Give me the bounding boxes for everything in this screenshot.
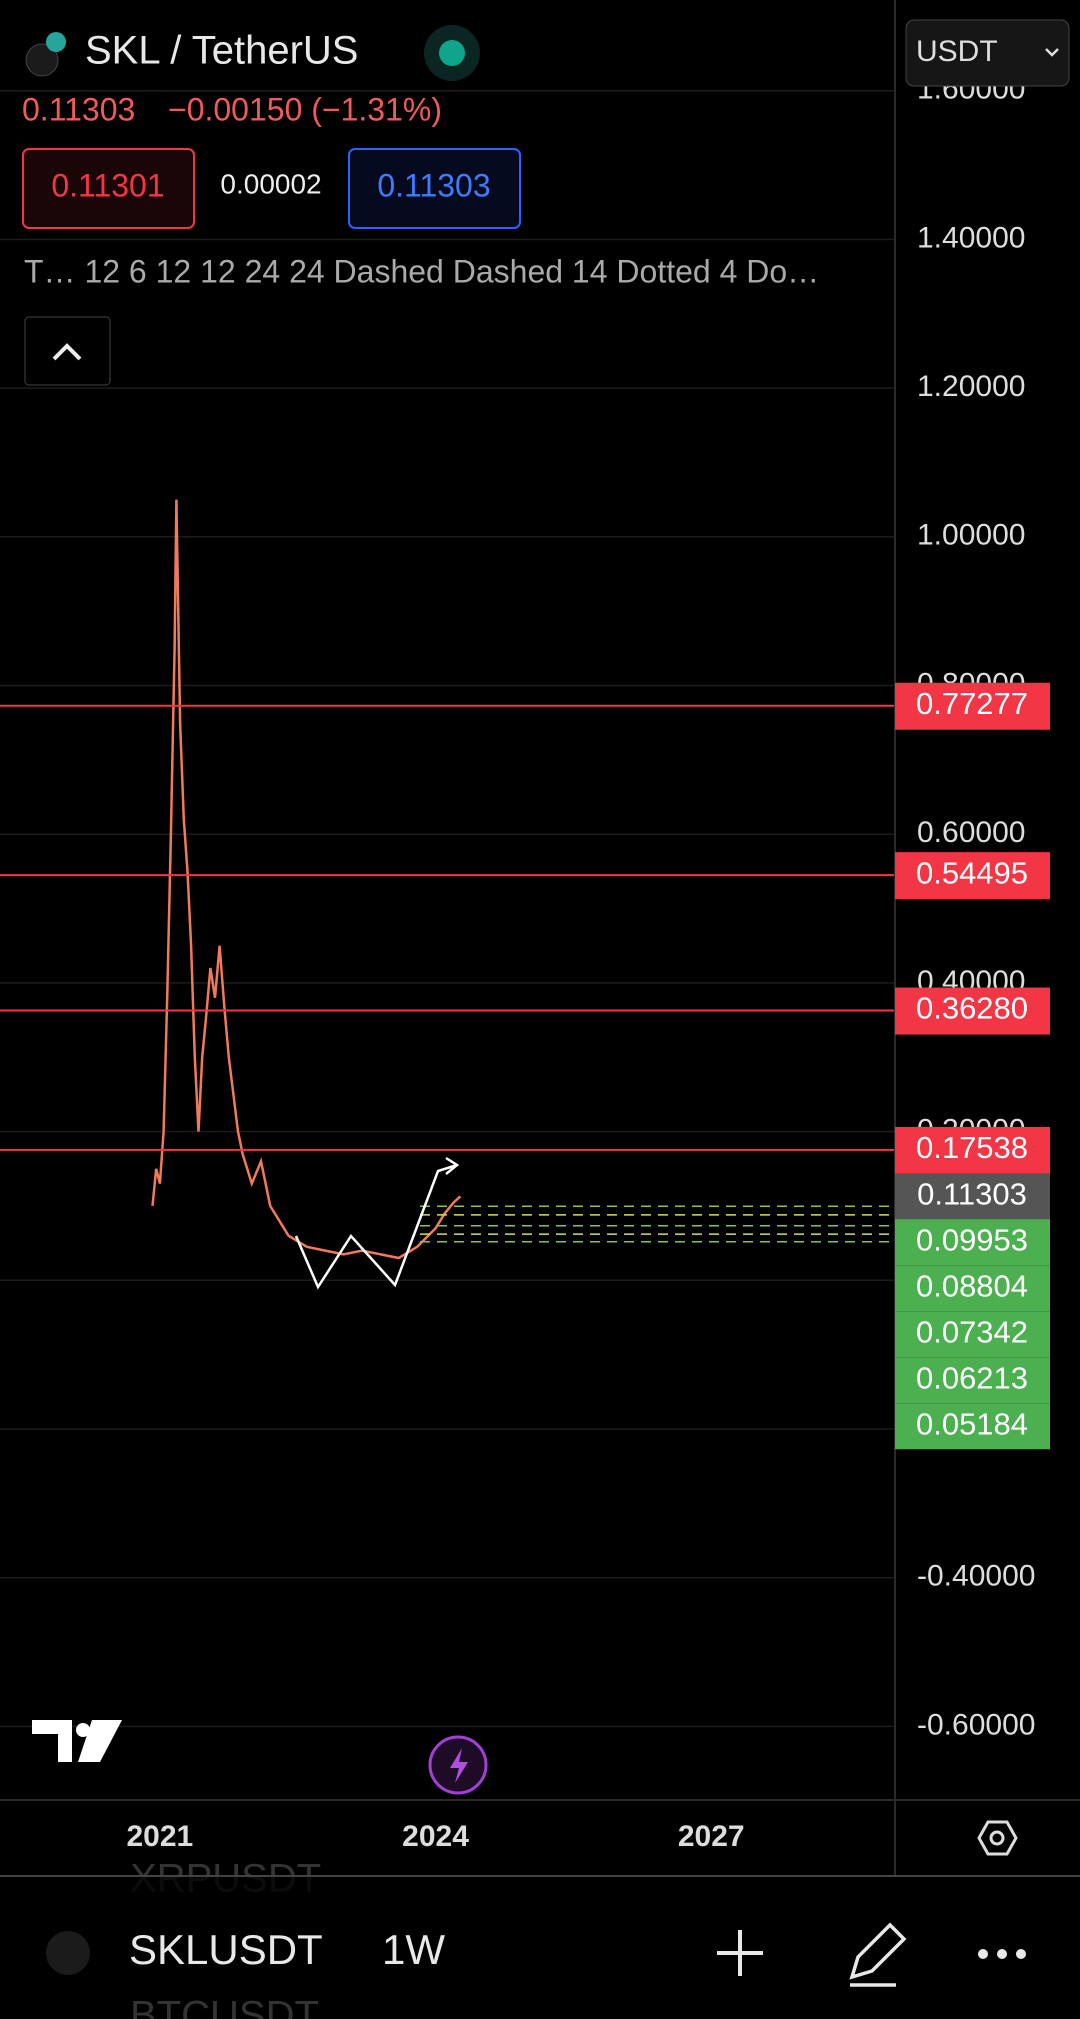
symbol-logo bbox=[46, 32, 66, 52]
last-price: 0.11303 bbox=[22, 91, 135, 127]
more-button[interactable] bbox=[978, 1949, 1026, 1959]
indicator-legend[interactable]: T… 12 6 12 12 24 24 Dashed Dashed 14 Dot… bbox=[24, 253, 819, 289]
price-tag bbox=[895, 682, 1050, 730]
ask-price: 0.11303 bbox=[377, 167, 490, 203]
target-tag bbox=[895, 1403, 1050, 1450]
price-tag-label: 0.17538 bbox=[916, 1130, 1028, 1165]
market-status bbox=[439, 40, 465, 66]
price-tag bbox=[895, 987, 1050, 1035]
target-tag bbox=[895, 1265, 1050, 1312]
y-tick-label: 1.00000 bbox=[917, 519, 1025, 552]
buy-button[interactable] bbox=[348, 148, 521, 229]
drawing-button[interactable] bbox=[849, 1922, 907, 1987]
target-tag bbox=[895, 1219, 1050, 1266]
y-tick-label: -0.40000 bbox=[917, 1560, 1035, 1593]
price-tag bbox=[895, 852, 1050, 900]
target-tag-label: 0.07342 bbox=[916, 1314, 1028, 1349]
settings-icon-center bbox=[989, 1830, 1005, 1846]
price-line bbox=[151, 499, 462, 1260]
currency-selector[interactable] bbox=[905, 19, 1070, 87]
price-tags: 0.77277 0.54495 0.36280 0.17538 0.11303 0.099… bbox=[895, 682, 1050, 1450]
exchange-icon bbox=[25, 43, 59, 77]
price-tag-label: 0.54495 bbox=[916, 855, 1028, 890]
y-tick-label: 1.40000 bbox=[917, 221, 1025, 254]
price-tag-label: 0.11303 bbox=[917, 1176, 1027, 1211]
grid bbox=[0, 89, 895, 1728]
target-tag-label: 0.05184 bbox=[916, 1406, 1028, 1441]
collapse-button[interactable] bbox=[24, 316, 111, 386]
target-tag-label: 0.06213 bbox=[916, 1360, 1028, 1395]
y-tick-label: 0.60000 bbox=[917, 816, 1025, 849]
lightning-icon bbox=[450, 1748, 468, 1783]
exchange-icon bbox=[46, 1931, 90, 1975]
x-tick-label: 2024 bbox=[402, 1820, 469, 1853]
tradingview-logo bbox=[32, 1720, 122, 1762]
target-tag-label: 0.09953 bbox=[916, 1222, 1028, 1257]
y-tick-label: 1.20000 bbox=[917, 370, 1025, 403]
x-tick-label: 2021 bbox=[127, 1820, 194, 1853]
bid-price: 0.11301 bbox=[51, 167, 164, 203]
collapse-icon bbox=[52, 343, 82, 361]
symbol-title[interactable]: SKL / TetherUS bbox=[85, 29, 358, 73]
toolbar-interval[interactable]: 1W bbox=[382, 1926, 445, 1973]
sell-button[interactable] bbox=[22, 148, 195, 229]
add-button[interactable] bbox=[717, 1930, 763, 1976]
price-tag-label: 0.77277 bbox=[916, 686, 1028, 721]
price-axis: 1.600001.400001.200001.000000.800000.600… bbox=[917, 73, 1035, 1742]
currency: USDT bbox=[916, 35, 998, 68]
dropdown-arrow bbox=[1045, 48, 1059, 57]
ghost-symbol: BTCUSDT bbox=[130, 1994, 319, 2019]
toolbar-symbol[interactable]: SKLUSDT bbox=[129, 1926, 323, 1973]
target-tag bbox=[895, 1311, 1050, 1358]
price-tag-label: 0.36280 bbox=[916, 991, 1028, 1026]
price-change: −0.00150 (−1.31%) bbox=[168, 91, 442, 127]
spread: 0.00002 bbox=[220, 168, 321, 199]
settings-icon[interactable] bbox=[977, 1820, 1018, 1856]
x-tick-label: 2027 bbox=[678, 1820, 745, 1853]
time-axis: 2021 2024 2027 bbox=[127, 1820, 745, 1853]
toolbar bbox=[0, 1876, 1080, 2019]
plot bbox=[0, 499, 895, 1260]
price-tag bbox=[895, 1126, 1050, 1174]
pattern-drawing bbox=[294, 1163, 458, 1290]
y-tick-label: -0.60000 bbox=[917, 1708, 1035, 1741]
target-tag-label: 0.08804 bbox=[916, 1268, 1028, 1303]
tradingview-logo-dot bbox=[76, 1723, 90, 1737]
price-tag bbox=[895, 1173, 1050, 1221]
target-tag bbox=[895, 1357, 1050, 1404]
pattern-arrow bbox=[445, 1156, 460, 1175]
